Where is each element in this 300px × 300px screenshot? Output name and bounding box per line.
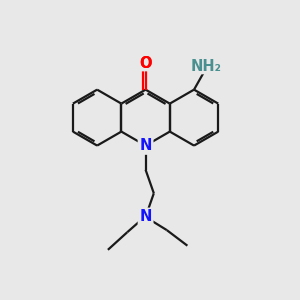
Text: NH₂: NH₂ (190, 58, 221, 74)
Text: N: N (140, 138, 152, 153)
Text: N: N (140, 209, 152, 224)
Text: O: O (139, 56, 152, 70)
Text: O: O (139, 56, 152, 70)
